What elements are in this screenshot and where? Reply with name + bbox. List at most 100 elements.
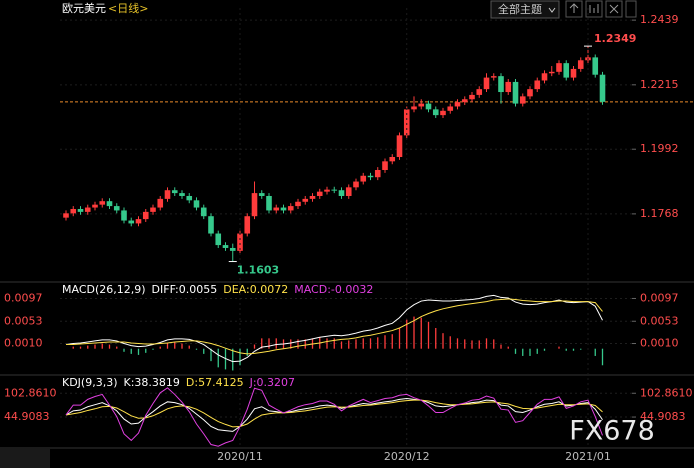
candle-body bbox=[63, 213, 69, 218]
candle-body bbox=[179, 193, 185, 196]
candle-body bbox=[215, 233, 222, 246]
candle-body bbox=[302, 198, 309, 202]
candle-body bbox=[135, 219, 142, 224]
candle-body bbox=[360, 175, 367, 182]
indicator-line bbox=[66, 298, 603, 355]
high-label: 1.2349 bbox=[594, 32, 636, 45]
candle-body bbox=[338, 190, 345, 196]
candle-body bbox=[389, 157, 396, 162]
candle-body bbox=[440, 110, 446, 116]
candle-body bbox=[142, 211, 149, 220]
icon-up-glyph bbox=[569, 3, 579, 13]
indicator-header: KDJ(9,3,3) bbox=[62, 376, 118, 389]
candle-body bbox=[157, 198, 164, 208]
candle-body bbox=[99, 201, 106, 205]
candle-body bbox=[403, 109, 410, 136]
y-tick-label: 0.0053 bbox=[640, 314, 679, 327]
candle-body bbox=[316, 191, 323, 196]
y-tick-label: 0.0097 bbox=[640, 291, 679, 304]
candle-body bbox=[461, 99, 468, 103]
icon-settings[interactable] bbox=[625, 0, 637, 18]
candle-body bbox=[454, 102, 461, 107]
indicator-line bbox=[65, 398, 603, 432]
candle-body bbox=[432, 109, 439, 116]
candle-body bbox=[273, 207, 280, 211]
icon-up[interactable] bbox=[565, 0, 583, 18]
candle-body bbox=[331, 189, 338, 191]
y-tick-label: 44.9083 bbox=[640, 410, 686, 423]
candle-body bbox=[483, 77, 490, 90]
candle-body bbox=[527, 89, 533, 97]
dropdown-arrow bbox=[548, 7, 556, 13]
indicator-line bbox=[65, 399, 603, 428]
y-tick-label: 0.0053 bbox=[4, 314, 43, 327]
candle-body bbox=[295, 201, 301, 207]
candle-body bbox=[512, 81, 519, 104]
candle-body bbox=[396, 135, 403, 158]
indicator-line bbox=[65, 387, 603, 447]
candle-body bbox=[447, 106, 454, 111]
candle-body bbox=[563, 63, 570, 78]
candle-body bbox=[490, 76, 497, 78]
candle-body bbox=[70, 208, 77, 214]
scroll-handle[interactable] bbox=[0, 448, 50, 468]
candle-body bbox=[309, 195, 316, 199]
candle-body bbox=[374, 170, 381, 178]
theme-button-label[interactable]: 全部主题 bbox=[498, 2, 542, 16]
y-tick-label: 1.1992 bbox=[640, 142, 679, 155]
theme-button[interactable]: 全部主题 bbox=[490, 0, 560, 19]
y-tick-label: 1.2215 bbox=[640, 78, 679, 91]
indicator-header: MACD(26,12,9) bbox=[62, 283, 146, 296]
candle-body bbox=[599, 74, 606, 102]
candle-body bbox=[84, 207, 91, 212]
candle-body bbox=[106, 201, 113, 207]
candle-body bbox=[92, 204, 98, 208]
candle-body bbox=[541, 73, 548, 81]
theme-button-frame[interactable] bbox=[490, 0, 560, 19]
indicator-header: J:0.3207 bbox=[249, 376, 295, 389]
candle-body bbox=[208, 216, 214, 234]
candle-body bbox=[353, 181, 359, 188]
candle-body bbox=[534, 80, 541, 90]
x-tick-label: 2020/12 bbox=[384, 450, 430, 463]
candle-body bbox=[258, 193, 265, 196]
icon-close-glyph bbox=[609, 4, 619, 14]
icon-close[interactable] bbox=[605, 0, 623, 18]
candle-body bbox=[476, 89, 483, 95]
candle-body bbox=[548, 71, 555, 74]
y-tick-label: 1.1768 bbox=[640, 207, 679, 220]
candle-body bbox=[418, 103, 425, 107]
candle-body bbox=[287, 206, 294, 211]
candle-body bbox=[469, 94, 475, 100]
icon-indicator-glyph bbox=[589, 4, 599, 13]
icon-indicator[interactable] bbox=[585, 0, 603, 18]
period-label[interactable]: <日线> bbox=[108, 1, 148, 15]
indicator-header: K:38.3819 bbox=[124, 376, 180, 389]
candle-body bbox=[128, 220, 135, 224]
candle-body bbox=[164, 190, 171, 199]
candle-body bbox=[244, 216, 251, 234]
indicator-header: D:57.4125 bbox=[186, 376, 244, 389]
candle-body bbox=[345, 187, 352, 196]
candle-body bbox=[237, 233, 243, 251]
candle-body bbox=[229, 247, 236, 251]
candle-body bbox=[411, 106, 417, 110]
candle-body bbox=[113, 206, 120, 211]
candle-body bbox=[150, 207, 156, 212]
candle-body bbox=[222, 245, 229, 248]
low-label: 1.1603 bbox=[237, 264, 279, 277]
candle-body bbox=[505, 81, 512, 93]
candle-body bbox=[121, 210, 127, 221]
watermark: FX678 bbox=[569, 416, 655, 447]
y-tick-label: 0.0010 bbox=[640, 337, 679, 350]
candle-body bbox=[367, 175, 374, 178]
candle-body bbox=[324, 189, 330, 192]
indicator-header: DEA:0.0072 bbox=[223, 283, 288, 296]
candle-body bbox=[556, 63, 562, 72]
candle-body bbox=[266, 195, 272, 211]
candle-body bbox=[577, 60, 584, 69]
y-tick-label: 0.0010 bbox=[4, 337, 43, 350]
y-tick-label: 44.9083 bbox=[4, 410, 50, 423]
y-tick-label: 102.8610 bbox=[640, 386, 693, 399]
